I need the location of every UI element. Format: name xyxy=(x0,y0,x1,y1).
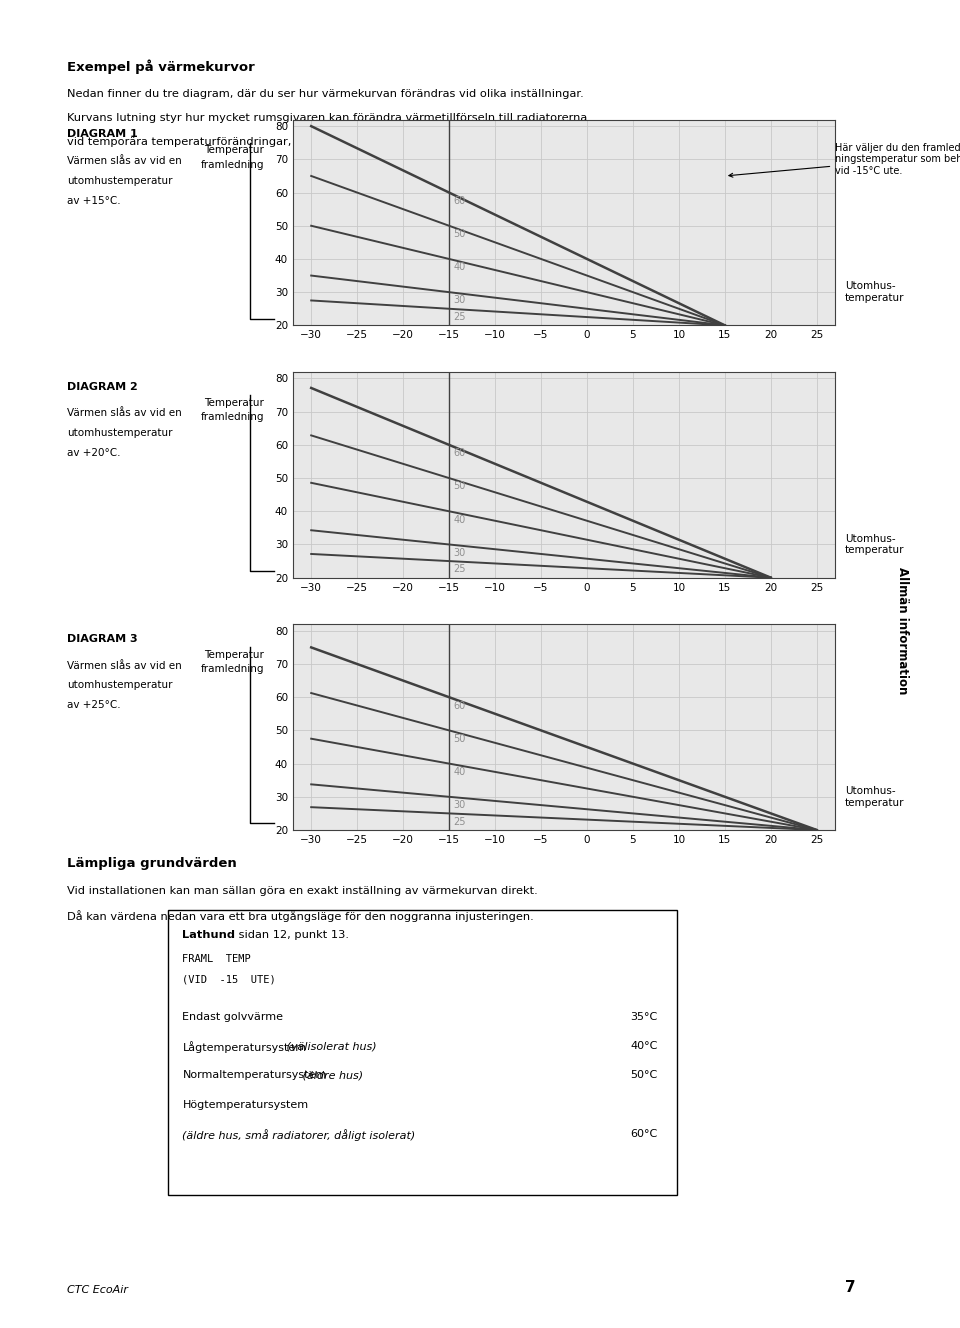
Text: 60: 60 xyxy=(454,195,466,206)
Text: Temperatur: Temperatur xyxy=(204,649,264,660)
Text: framledning: framledning xyxy=(201,412,264,422)
Text: 7: 7 xyxy=(845,1280,855,1295)
Text: 60°C: 60°C xyxy=(631,1129,658,1139)
Text: Värmen slås av vid en: Värmen slås av vid en xyxy=(67,408,182,418)
Text: (äldre hus, små radiatorer, dåligt isolerat): (äldre hus, små radiatorer, dåligt isole… xyxy=(182,1129,416,1141)
Text: 30: 30 xyxy=(454,799,466,810)
Text: Utomhus-
temperatur: Utomhus- temperatur xyxy=(845,786,904,807)
Text: DIAGRAM 2: DIAGRAM 2 xyxy=(67,381,138,392)
Text: vid temporära temperaturförändringar, till exempel snabba väderomslag.: vid temporära temperaturförändringar, ti… xyxy=(67,137,488,147)
Text: av +25°C.: av +25°C. xyxy=(67,700,121,710)
Text: 30: 30 xyxy=(454,547,466,558)
Text: Då kan värdena nedan vara ett bra utgångsläge för den noggranna injusteringen.: Då kan värdena nedan vara ett bra utgång… xyxy=(67,910,534,922)
Text: 35°C: 35°C xyxy=(631,1012,658,1023)
Text: 40: 40 xyxy=(454,514,466,525)
Text: av +15°C.: av +15°C. xyxy=(67,195,121,206)
Text: 25: 25 xyxy=(454,312,467,323)
Text: Här väljer du den framled-
ningstemperatur som behövs
vid -15°C ute.: Här väljer du den framled- ningstemperat… xyxy=(729,142,960,177)
FancyBboxPatch shape xyxy=(168,910,677,1195)
Text: Allmän information: Allmän information xyxy=(896,567,909,695)
Text: utomhustemperatur: utomhustemperatur xyxy=(67,680,173,691)
Text: framledning: framledning xyxy=(201,159,264,170)
Text: Värmen slås av vid en: Värmen slås av vid en xyxy=(67,660,182,671)
Text: Kurvans lutning styr hur mycket rumsgivaren kan förändra värmetillförseln till r: Kurvans lutning styr hur mycket rumsgiva… xyxy=(67,113,588,124)
Text: 40°C: 40°C xyxy=(630,1041,658,1052)
Text: framledning: framledning xyxy=(201,664,264,675)
Text: Lämpliga grundvärden: Lämpliga grundvärden xyxy=(67,857,237,870)
Text: FRAML  TEMP: FRAML TEMP xyxy=(182,954,252,964)
Text: 40: 40 xyxy=(454,766,466,777)
Text: Temperatur: Temperatur xyxy=(204,397,264,408)
Text: Nedan finner du tre diagram, där du ser hur värmekurvan förändras vid olika inst: Nedan finner du tre diagram, där du ser … xyxy=(67,89,584,100)
Text: (välisolerat hus): (välisolerat hus) xyxy=(282,1041,376,1052)
Text: 50: 50 xyxy=(454,482,466,491)
Text: Utomhus-
temperatur: Utomhus- temperatur xyxy=(845,534,904,555)
Text: utomhustemperatur: utomhustemperatur xyxy=(67,175,173,186)
Text: 50: 50 xyxy=(454,228,466,239)
Text: 30: 30 xyxy=(454,295,466,305)
Text: CTC EcoAir: CTC EcoAir xyxy=(67,1284,129,1295)
Text: 60: 60 xyxy=(454,449,466,458)
Text: (äldre hus): (äldre hus) xyxy=(299,1070,363,1081)
Text: 50: 50 xyxy=(454,733,466,744)
Text: 60: 60 xyxy=(454,701,466,710)
Text: 50°C: 50°C xyxy=(631,1070,658,1081)
Text: Högtemperatursystem: Högtemperatursystem xyxy=(182,1100,308,1110)
Text: Endast golvvärme: Endast golvvärme xyxy=(182,1012,283,1023)
Text: sidan 12, punkt 13.: sidan 12, punkt 13. xyxy=(235,930,349,940)
Text: DIAGRAM 3: DIAGRAM 3 xyxy=(67,633,138,644)
Text: 40: 40 xyxy=(454,262,466,272)
Text: DIAGRAM 1: DIAGRAM 1 xyxy=(67,129,138,139)
Text: utomhustemperatur: utomhustemperatur xyxy=(67,428,173,438)
Text: 25: 25 xyxy=(454,817,467,827)
Text: Normaltemperatursystem: Normaltemperatursystem xyxy=(182,1070,326,1081)
Text: Exempel på värmekurvor: Exempel på värmekurvor xyxy=(67,60,255,74)
Text: av +20°C.: av +20°C. xyxy=(67,448,121,458)
Text: Vid installationen kan man sällan göra en exakt inställning av värmekurvan direk: Vid installationen kan man sällan göra e… xyxy=(67,886,538,896)
Text: Värmen slås av vid en: Värmen slås av vid en xyxy=(67,155,182,166)
Text: 25: 25 xyxy=(454,564,467,575)
Text: Lathund: Lathund xyxy=(182,930,235,940)
Text: Utomhus-
temperatur: Utomhus- temperatur xyxy=(845,282,904,303)
Text: (VID  -15  UTE): (VID -15 UTE) xyxy=(182,975,276,985)
Text: Temperatur: Temperatur xyxy=(204,145,264,155)
Text: Lågtemperatursystem: Lågtemperatursystem xyxy=(182,1041,306,1053)
